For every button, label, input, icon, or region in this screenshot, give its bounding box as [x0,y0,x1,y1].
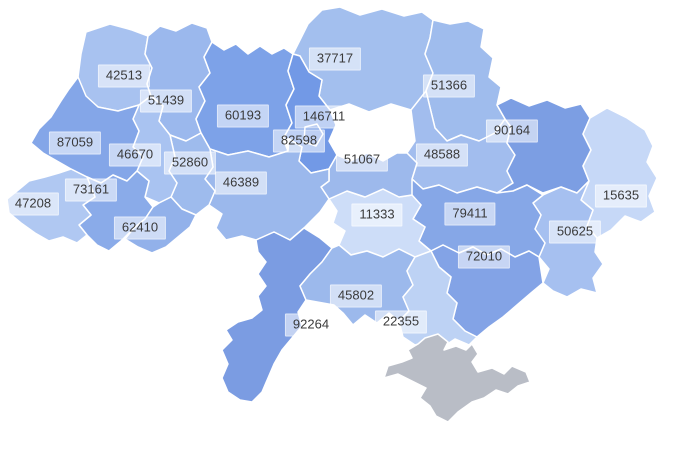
value-label-odesa[interactable]: 92264 [284,313,338,337]
value-label-rivne[interactable]: 51439 [139,89,193,113]
value-label-ivano-frankivsk[interactable]: 73161 [64,178,118,202]
value-label-kherson[interactable]: 22355 [374,310,428,334]
value-label-chernivtsi[interactable]: 62410 [113,216,167,240]
value-label-kyiv-oblast[interactable]: 146711 [294,105,354,129]
region-kharkiv[interactable] [496,97,592,194]
value-label-sumy[interactable]: 51366 [422,74,476,98]
value-label-zhytomyr[interactable]: 60193 [216,104,270,128]
value-label-zakarpattia[interactable]: 47208 [6,192,60,216]
value-label-khmelnytskyi[interactable]: 52860 [163,151,217,175]
value-label-vinnytsia[interactable]: 46389 [214,171,268,195]
value-label-zaporizhzhia[interactable]: 72010 [457,245,511,269]
region-luhansk[interactable] [580,107,658,239]
value-label-cherkasy[interactable]: 51067 [335,148,389,172]
value-label-volyn[interactable]: 42513 [97,64,151,88]
value-label-kharkiv[interactable]: 90164 [485,119,539,143]
value-label-luhansk[interactable]: 15635 [594,184,648,208]
value-label-chernihiv[interactable]: 37717 [308,47,362,71]
value-label-kirovohrad[interactable]: 11333 [351,203,403,227]
region-crimea[interactable] [383,333,531,423]
value-label-kyiv-city[interactable]: 82598 [272,129,326,153]
value-label-donetsk[interactable]: 50625 [548,220,602,244]
value-label-dnipropetrovsk[interactable]: 79411 [444,202,496,226]
value-label-mykolaiv[interactable]: 45802 [329,284,383,308]
value-label-ternopil[interactable]: 46670 [108,143,162,167]
value-label-poltava[interactable]: 48588 [415,143,469,167]
value-label-lviv[interactable]: 87059 [48,131,102,155]
